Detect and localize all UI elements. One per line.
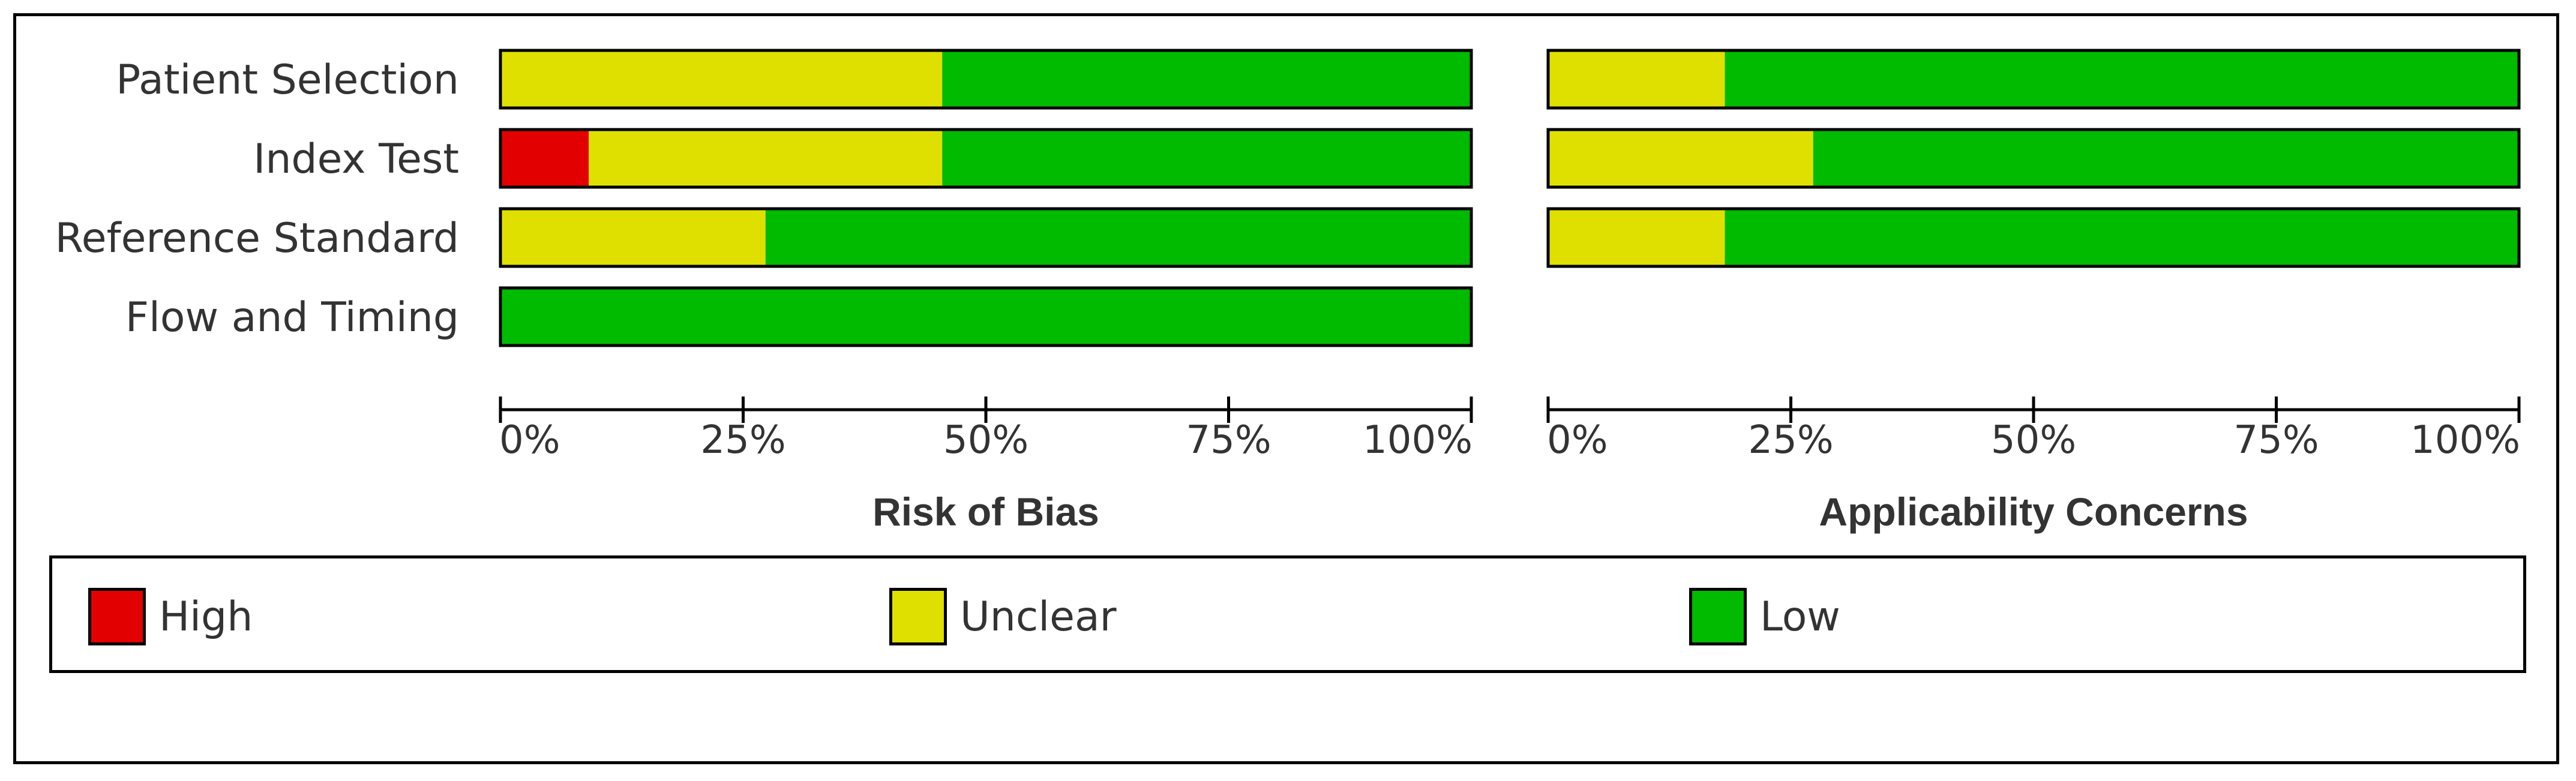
legend: High Unclear Low xyxy=(49,555,2526,673)
bar-outline-risk-of-bias-flow-and-timing xyxy=(499,286,1473,347)
legend-swatch-high xyxy=(88,588,146,645)
x-tick-label-risk-of-bias-4: 100% xyxy=(1363,418,1473,462)
bar-outline-applicability-concerns-patient-selection xyxy=(1546,49,2521,110)
x-tick-label-applicability-concerns-1: 25% xyxy=(1748,418,1833,462)
x-tick-label-applicability-concerns-3: 75% xyxy=(2233,418,2319,462)
bar-risk-of-bias-flow-and-timing-low xyxy=(500,288,1471,346)
panel-title-applicability-concerns: Applicability Concerns xyxy=(1819,489,2248,534)
legend-item-high: High xyxy=(88,587,253,647)
bar-risk-of-bias-index-test-low xyxy=(942,130,1471,187)
bar-risk-of-bias-reference-standard-low xyxy=(765,209,1471,266)
bar-risk-of-bias-index-test-high xyxy=(500,130,589,187)
bar-applicability-concerns-index-test-low xyxy=(1813,130,2519,187)
category-label-flow-and-timing: Flow and Timing xyxy=(125,294,459,341)
bar-risk-of-bias-patient-selection-unclear xyxy=(500,50,943,108)
category-label-reference-standard: Reference Standard xyxy=(55,215,459,262)
x-tick-label-risk-of-bias-3: 75% xyxy=(1186,418,1271,462)
legend-label-unclear: Unclear xyxy=(960,593,1117,641)
category-label-index-test: Index Test xyxy=(253,136,459,183)
bar-applicability-concerns-reference-standard-unclear xyxy=(1548,209,1725,266)
bar-risk-of-bias-reference-standard-unclear xyxy=(500,209,766,266)
bar-outline-applicability-concerns-reference-standard xyxy=(1546,207,2521,268)
bar-applicability-concerns-reference-standard-low xyxy=(1725,209,2519,266)
panel-title-risk-of-bias: Risk of Bias xyxy=(872,489,1099,534)
bar-risk-of-bias-index-test-unclear xyxy=(589,130,943,187)
bar-outline-risk-of-bias-reference-standard xyxy=(499,207,1473,268)
bar-outline-applicability-concerns-index-test xyxy=(1546,128,2521,189)
legend-label-high: High xyxy=(159,593,253,641)
bar-applicability-concerns-patient-selection-unclear xyxy=(1548,50,1725,108)
bar-outline-risk-of-bias-patient-selection xyxy=(499,49,1473,110)
x-tick-label-risk-of-bias-1: 25% xyxy=(700,418,785,462)
x-tick-label-risk-of-bias-2: 50% xyxy=(943,418,1028,462)
x-tick-label-applicability-concerns-4: 100% xyxy=(2410,418,2520,462)
bar-risk-of-bias-patient-selection-low xyxy=(942,50,1471,108)
legend-swatch-unclear xyxy=(889,588,947,645)
bar-applicability-concerns-patient-selection-low xyxy=(1725,50,2519,108)
legend-label-low: Low xyxy=(1760,593,1840,641)
legend-item-unclear: Unclear xyxy=(889,587,1117,647)
bar-applicability-concerns-index-test-unclear xyxy=(1548,130,1813,187)
bar-outline-risk-of-bias-index-test xyxy=(499,128,1473,189)
x-tick-label-applicability-concerns-2: 50% xyxy=(1991,418,2076,462)
legend-swatch-low xyxy=(1689,588,1747,645)
x-tick-label-risk-of-bias-0: 0% xyxy=(499,418,560,462)
category-label-patient-selection: Patient Selection xyxy=(116,56,459,104)
x-tick-label-applicability-concerns-0: 0% xyxy=(1547,418,1608,462)
legend-item-low: Low xyxy=(1689,587,1840,647)
